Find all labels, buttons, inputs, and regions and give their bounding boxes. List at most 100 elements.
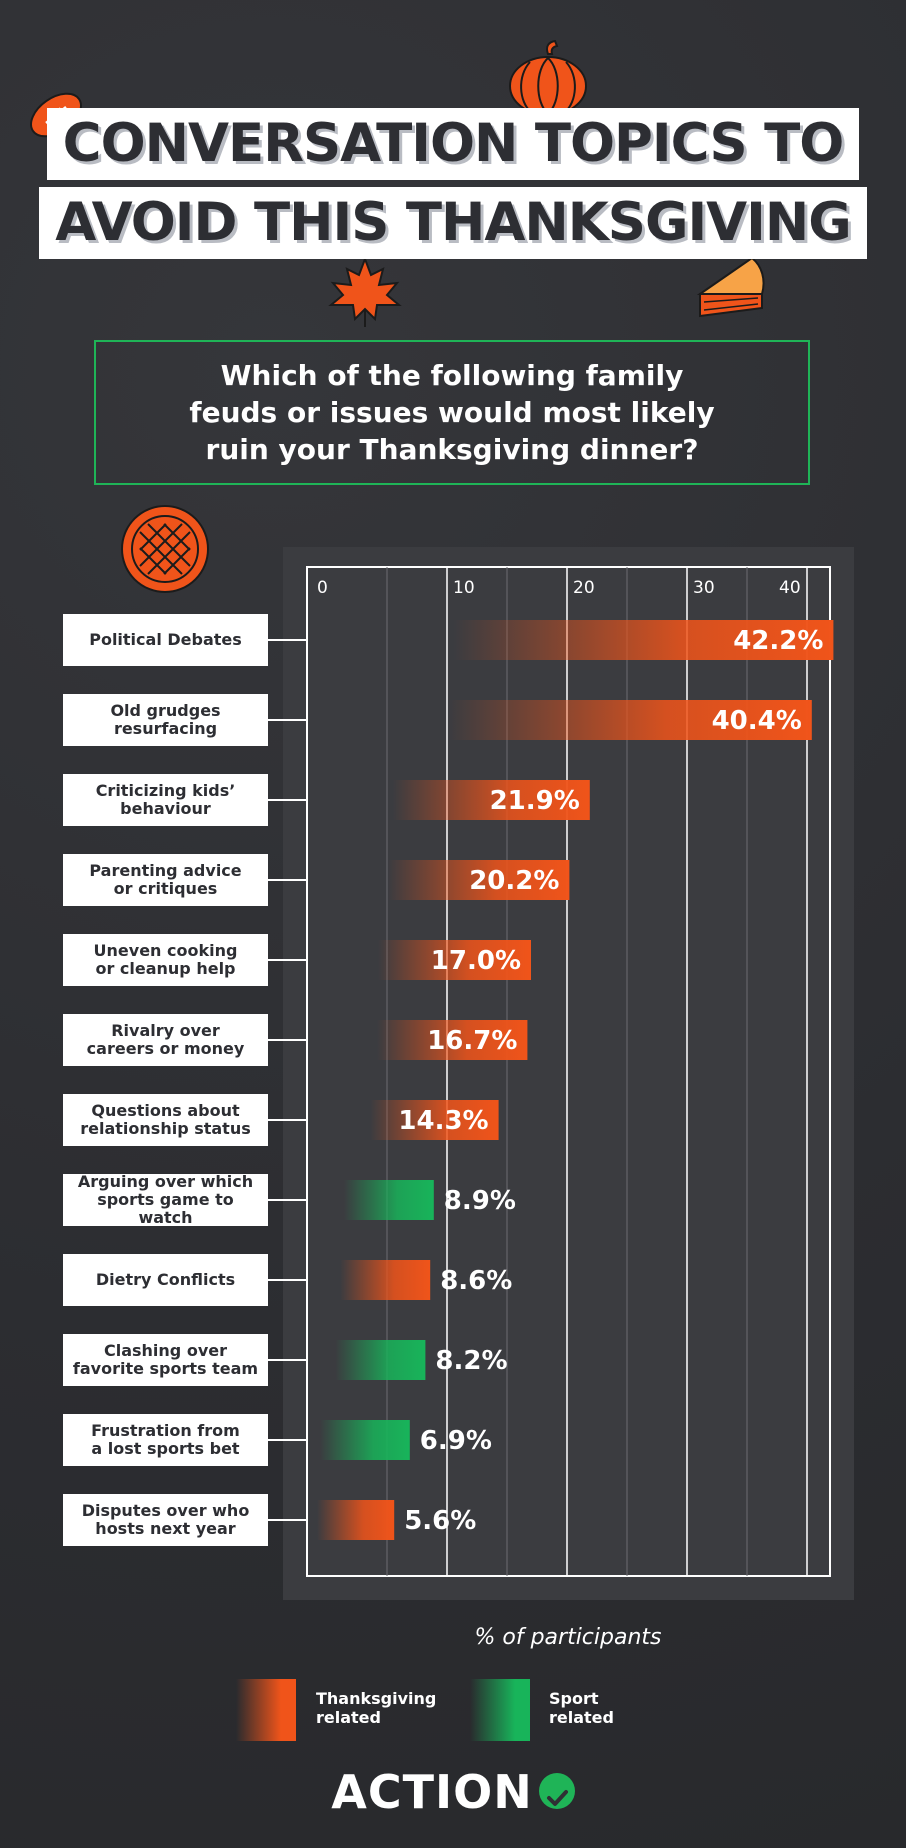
bar-12 [317,1500,395,1540]
label-connector-9 [268,1279,307,1281]
category-label-line: sports game to watch [97,1190,234,1227]
category-label-line: careers or money [86,1039,245,1058]
page-title-line-1: CONVERSATION TOPICS TO [46,108,860,180]
category-label-line: hosts next year [95,1519,236,1538]
category-label-line: Political Debates [89,630,242,649]
pie-slice-icon [696,256,765,318]
legend-swatch-sport [470,1679,530,1741]
bar-value-label-4: 20.2% [469,866,559,896]
category-label-7: Questions about relationship status [63,1094,268,1146]
category-label-text-1: Political Debates [89,631,242,649]
brand-logo: ACTION [0,1765,906,1819]
page-title-line-2: AVOID THIS THANKSGIVING [39,187,867,259]
bar-6 [377,1020,528,1060]
bar-value-label-3: 21.9% [490,786,580,816]
label-connector-1 [268,639,307,641]
brand-name: ACTION [331,1765,533,1819]
label-connector-10 [268,1359,307,1361]
category-label-line: Disputes over who [81,1501,250,1520]
label-connector-11 [268,1439,307,1441]
category-label-text-5: Uneven cooking or cleanup help [94,942,238,978]
category-label-3: Criticizing kids’ behaviour [63,774,268,826]
category-label-text-9: Dietry Conflicts [96,1271,235,1289]
category-label-text-11: Frustration from a lost sports bet [91,1422,240,1458]
survey-question: Which of the following family feuds or i… [94,340,810,485]
bar-value-label-12: 5.6% [404,1506,476,1536]
category-label-line: Dietry Conflicts [95,1270,236,1289]
category-label-1: Political Debates [63,614,268,666]
bar-value-label-5: 17.0% [431,946,521,976]
category-label-8: Arguing over which sports game to watch [63,1173,268,1227]
title-line-2-wrap: AVOID THIS THANKSGIVING [0,187,906,259]
legend-label-sport-line-2: related [549,1708,614,1727]
category-label-line: resurfacing [113,719,218,738]
x-tick-label-0: 0 [317,578,328,598]
category-label-5: Uneven cooking or cleanup help [63,934,268,986]
category-label-11: Frustration from a lost sports bet [63,1414,268,1466]
category-label-9: Dietry Conflicts [63,1254,268,1306]
chart-frame [306,566,831,1577]
legend-label-thanksgiving-line-2: related [316,1708,381,1727]
category-label-text-12: Disputes over who hosts next year [82,1502,250,1538]
bar-value-label-9: 8.6% [440,1266,512,1296]
category-label-text-8: Arguing over which sports game to watch [69,1173,262,1227]
legend-label-thanksgiving-line-1: Thanksgiving [316,1689,437,1708]
label-connector-8 [268,1199,307,1201]
x-axis-label: % of participants [474,1625,662,1650]
category-label-line: Questions about [91,1101,240,1120]
bar-11 [319,1420,410,1460]
chart-panel: 0 10 20 30 40 42.2% 40.4% 21.9% 20.2% 17.0% 16.7% 1… [283,547,854,1600]
category-label-10: Clashing over favorite sports team [63,1334,268,1386]
bar-value-label-8: 8.9% [444,1186,516,1216]
bar-1 [453,620,834,660]
category-label-text-2: Old grudges resurfacing [110,702,220,738]
bar-value-label-7: 14.3% [398,1106,488,1136]
category-label-line: Uneven cooking [93,941,238,960]
category-label-text-7: Questions about relationship status [80,1102,251,1138]
category-label-line: Parenting advice [89,861,242,880]
bar-value-label-2: 40.4% [712,706,802,736]
category-label-line: Rivalry over [111,1021,220,1040]
maple-leaf-icon [328,256,402,327]
x-tick-label-20: 20 [573,578,595,598]
bar-7 [369,1100,499,1140]
bar-5 [378,940,531,980]
legend-label-sport: Sport related [549,1689,614,1727]
category-label-line: favorite sports team [72,1359,259,1378]
category-label-text-6: Rivalry over careers or money [87,1022,245,1058]
legend-label-thanksgiving: Thanksgiving related [316,1689,436,1727]
bar-10 [335,1340,426,1380]
category-label-line: a lost sports bet [91,1439,240,1458]
check-circle-icon [538,1772,575,1809]
bar-9 [340,1260,431,1300]
category-label-line: or cleanup help [95,959,236,978]
label-connector-2 [268,719,307,721]
bar-8 [343,1180,434,1220]
category-label-line: Old grudges [110,701,221,720]
pumpkin-icon [509,40,587,116]
x-tick-label-40: 40 [779,578,801,598]
category-label-6: Rivalry over careers or money [63,1014,268,1066]
category-label-4: Parenting advice or critiques [63,854,268,906]
category-label-line: Arguing over which [77,1172,254,1191]
label-connector-5 [268,959,307,961]
category-label-text-10: Clashing over favorite sports team [73,1342,258,1378]
category-label-text-4: Parenting advice or critiques [89,862,241,898]
label-connector-6 [268,1039,307,1041]
x-tick-label-30: 30 [693,578,715,598]
label-connector-12 [268,1519,307,1521]
label-connector-3 [268,799,307,801]
x-tick-label-10: 10 [453,578,475,598]
category-label-text-3: Criticizing kids’ behaviour [96,782,236,818]
label-connector-7 [268,1119,307,1121]
bar-value-label-11: 6.9% [420,1426,492,1456]
title-line-1-wrap: CONVERSATION TOPICS TO [0,108,906,180]
bar-value-label-6: 16.7% [427,1026,517,1056]
bar-value-label-1: 42.2% [733,626,823,656]
category-label-12: Disputes over who hosts next year [63,1494,268,1546]
legend-swatch-thanksgiving [236,1679,296,1741]
category-label-line: Frustration from [91,1421,240,1440]
category-label-2: Old grudges resurfacing [63,694,268,746]
lattice-pie-icon [121,505,209,593]
bar-value-label-10: 8.2% [435,1346,507,1376]
